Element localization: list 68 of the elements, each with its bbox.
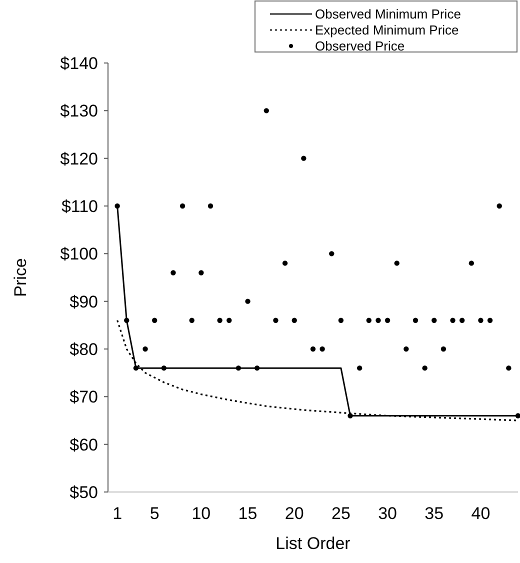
point (142, 346, 148, 352)
x-tick-label: 35 (424, 504, 444, 523)
x-tick-label: 20 (284, 504, 304, 523)
point (412, 318, 418, 323)
y-axis-title: Price (11, 258, 30, 297)
y-tick-label: $100 (60, 244, 98, 264)
point (394, 260, 400, 266)
point (496, 203, 502, 209)
point (468, 260, 474, 266)
y-tick-label: $70 (70, 388, 98, 407)
point (338, 318, 344, 323)
y-tick-label: $140 (60, 54, 98, 73)
x-tick-label: 25 (331, 504, 350, 523)
point (189, 318, 194, 323)
point (310, 346, 316, 352)
point (245, 298, 250, 304)
point (487, 318, 493, 323)
point (506, 365, 512, 371)
x-tick-label: 30 (378, 504, 398, 523)
point (356, 365, 362, 371)
point (264, 108, 270, 114)
point (161, 365, 167, 371)
point (208, 203, 214, 209)
point (236, 365, 242, 371)
point (170, 270, 176, 276)
x-axis-title: List Order (276, 534, 351, 553)
point (459, 318, 465, 323)
point (254, 365, 260, 371)
x-tick-label: 5 (150, 504, 160, 523)
point (226, 318, 232, 323)
point (515, 413, 520, 418)
point (217, 318, 222, 323)
x-tick-label: 10 (192, 504, 211, 523)
point (404, 346, 409, 352)
legend-label: Expected Minimum Price (315, 22, 459, 38)
point (273, 318, 278, 323)
point (366, 318, 372, 323)
point (282, 260, 288, 266)
point (348, 413, 353, 418)
point (422, 365, 428, 371)
point (440, 346, 446, 352)
y-tick-label: $50 (70, 483, 98, 502)
point (376, 318, 381, 323)
legend-label: Observed Minimum Price (315, 6, 461, 22)
legend-label: Observed Price (315, 38, 405, 54)
point (450, 318, 456, 323)
point (292, 318, 297, 323)
y-tick-label: $110 (61, 197, 98, 216)
x-tick-label: 1 (112, 504, 122, 523)
x-tick-label: 40 (471, 504, 490, 523)
point (198, 270, 204, 276)
y-tick-label: $130 (60, 102, 98, 121)
y-tick-label: $120 (60, 149, 98, 168)
y-tick-label: $90 (70, 292, 98, 312)
x-tick-label: 15 (238, 504, 258, 523)
point (124, 318, 130, 323)
point (152, 318, 158, 323)
point (478, 318, 484, 323)
point (384, 318, 390, 323)
y-tick-label: $60 (70, 435, 98, 454)
point (133, 365, 139, 371)
point (329, 251, 334, 256)
point (432, 318, 437, 323)
point (114, 203, 120, 209)
point (301, 156, 306, 161)
point (320, 346, 325, 352)
y-tick-label: $80 (70, 340, 98, 359)
point (180, 203, 186, 209)
